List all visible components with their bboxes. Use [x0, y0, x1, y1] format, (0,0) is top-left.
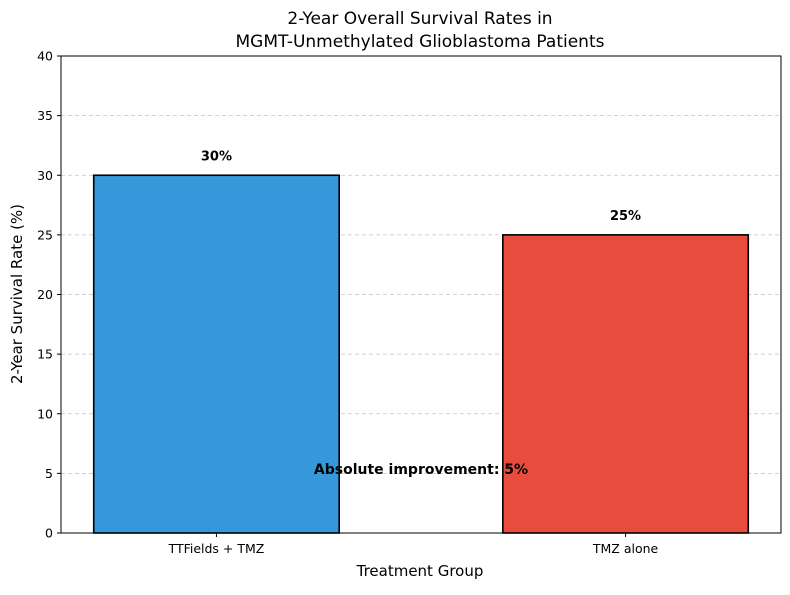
- y-tick-label: 40: [37, 49, 53, 64]
- y-tick-label: 20: [37, 287, 53, 302]
- data-labels: 30% 25%: [201, 149, 641, 224]
- bar-value-label: 30%: [201, 149, 232, 164]
- y-tick-label: 15: [37, 347, 53, 362]
- y-tick-label: 10: [37, 406, 53, 421]
- bar-value-label: 25%: [610, 209, 641, 224]
- bar-0: [92, 174, 340, 534]
- bars: [92, 174, 750, 534]
- x-axis-label: Treatment Group: [356, 562, 484, 580]
- y-tick-label: 35: [37, 108, 53, 123]
- chart-title-line-1: 2-Year Overall Survival Rates in: [287, 9, 552, 29]
- y-tick-label: 25: [37, 227, 53, 242]
- improvement-annotation: Absolute improvement: 5%: [314, 462, 528, 478]
- y-axis-label: 2-Year Survival Rate (%): [8, 204, 26, 384]
- y-tick-label: 5: [45, 466, 53, 481]
- chart-title-line-2: MGMT-Unmethylated Glioblastoma Patients: [236, 32, 605, 52]
- y-tick-label: 30: [37, 168, 53, 183]
- axis-ticks: 0 5 10 15 20 25 30 35 40 TTFields + TMZ TMZ alone: [37, 49, 658, 557]
- bar-1: [502, 234, 750, 534]
- y-tick-label: 0: [45, 526, 53, 541]
- x-tick-label: TMZ alone: [592, 541, 659, 556]
- x-tick-label: TTFields + TMZ: [168, 541, 265, 556]
- plot-area-frame: [60, 55, 782, 534]
